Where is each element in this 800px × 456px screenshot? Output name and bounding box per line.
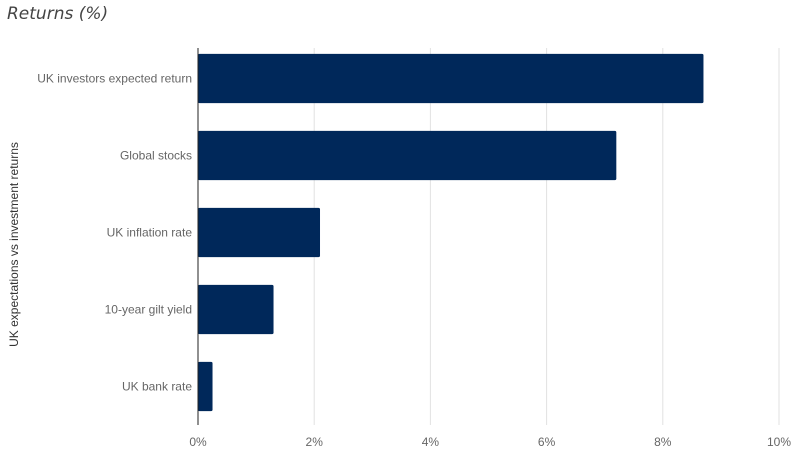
bar bbox=[198, 361, 213, 412]
category-label: UK investors expected return bbox=[37, 72, 192, 86]
gridlines bbox=[313, 48, 780, 425]
category-label: Global stocks bbox=[120, 149, 192, 163]
x-tick-label: 4% bbox=[422, 435, 440, 449]
bars bbox=[198, 53, 704, 412]
y-axis-label: UK expectations vs investment returns bbox=[7, 142, 21, 347]
x-tick-labels: 0% 2% 4% 6% 8% 10% bbox=[189, 435, 791, 449]
category-label: 10-year gilt yield bbox=[105, 303, 192, 317]
bar bbox=[198, 53, 704, 104]
bar bbox=[198, 130, 617, 181]
bar bbox=[198, 207, 321, 258]
x-tick-label: 10% bbox=[767, 435, 791, 449]
category-label: UK inflation rate bbox=[107, 226, 193, 240]
x-tick-label: 8% bbox=[654, 435, 672, 449]
bar bbox=[198, 284, 274, 335]
chart-title: Returns (%) bbox=[7, 4, 109, 24]
x-tick-label: 2% bbox=[306, 435, 324, 449]
x-tick-label: 6% bbox=[538, 435, 556, 449]
x-tick-label: 0% bbox=[189, 435, 207, 449]
category-label: UK bank rate bbox=[122, 380, 192, 394]
category-labels: UK investors expected return Global stock… bbox=[37, 72, 192, 394]
